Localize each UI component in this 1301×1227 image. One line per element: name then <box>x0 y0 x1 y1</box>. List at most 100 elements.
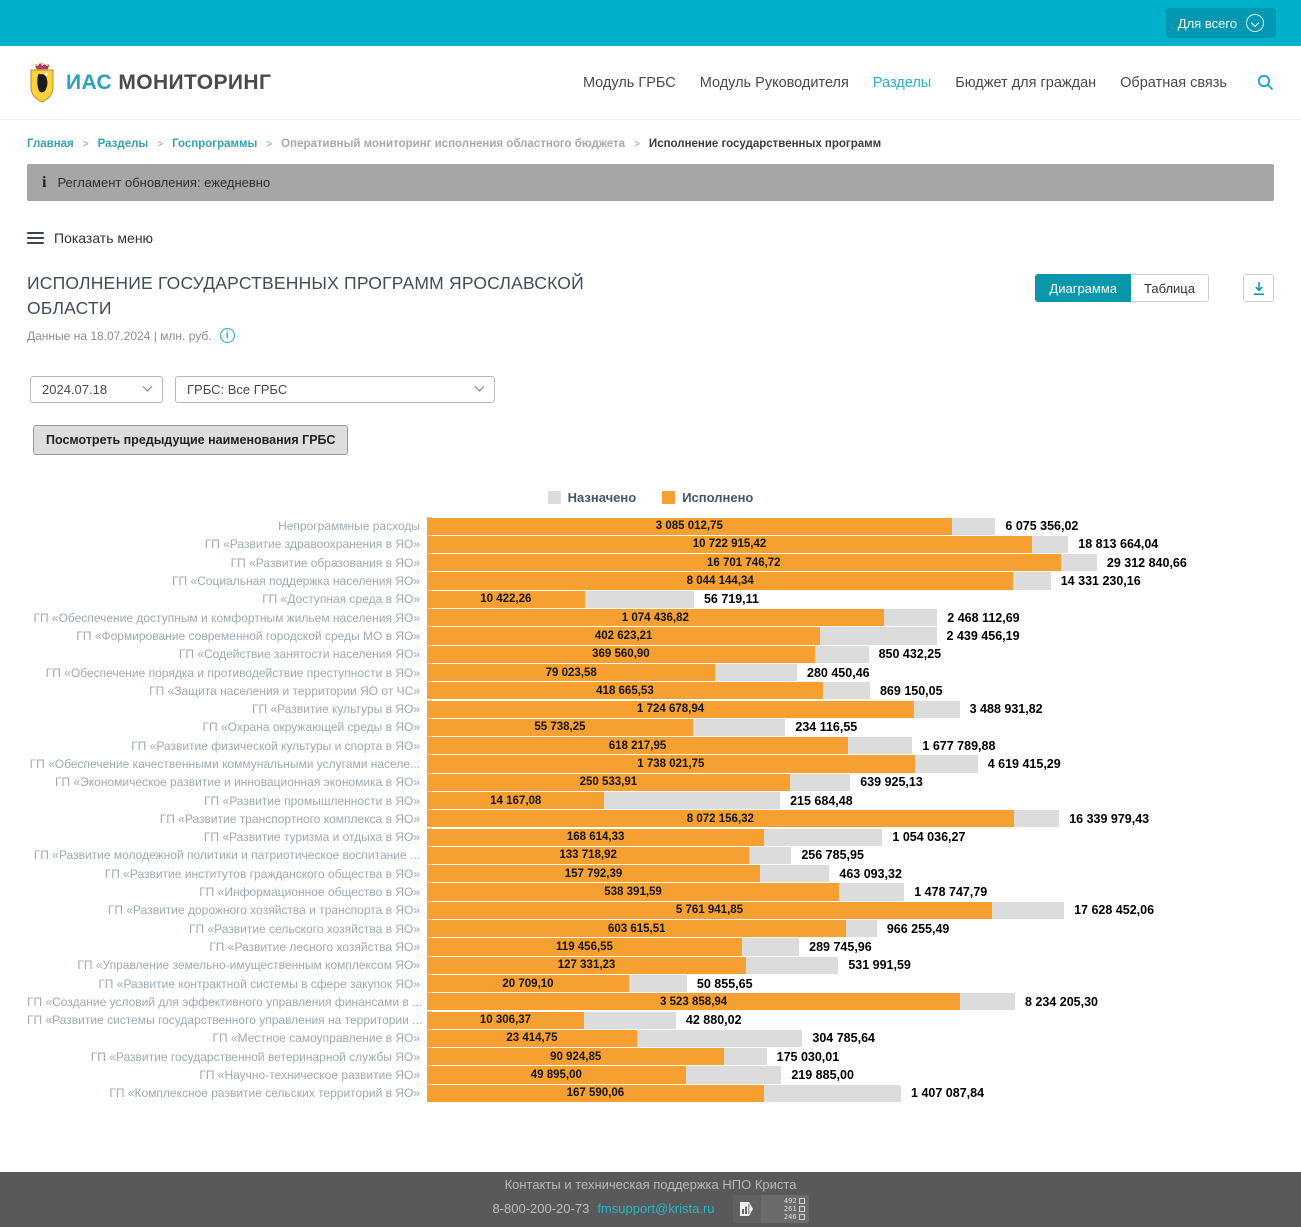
executed-bar[interactable] <box>427 865 760 883</box>
legend-item-executed[interactable]: Исполнено <box>662 490 753 505</box>
breadcrumb-operational-monitoring: Оперативный мониторинг исполнения област… <box>281 138 626 150</box>
show-menu-toggle[interactable]: Показать меню <box>27 230 153 246</box>
assigned-value-label: 280 450,46 <box>807 665 870 680</box>
executed-bar[interactable] <box>427 590 585 608</box>
chart-category-label: ГП «Развитие контрактной системы в сфере… <box>98 976 420 991</box>
executed-bar[interactable] <box>427 535 1033 554</box>
executed-bar[interactable] <box>427 792 605 810</box>
executed-bar[interactable] <box>427 572 1014 590</box>
chart-bars: 402 623,21 2 439 456,19 <box>427 626 1274 645</box>
assigned-value-label: 3 488 931,82 <box>969 702 1043 717</box>
executed-bar[interactable] <box>427 773 790 791</box>
previous-grbs-names-button[interactable]: Посмотреть предыдущие наименования ГРБС <box>33 425 349 455</box>
info-tooltip-icon[interactable]: i <box>219 328 235 343</box>
executed-value-label: 618 217,95 <box>608 739 667 752</box>
executed-bar[interactable] <box>427 517 952 535</box>
legend-label: Исполнено <box>682 490 754 505</box>
chart-category-label: ГП «Социальная поддержка населения ЯО» <box>171 574 420 589</box>
chart-category-label: ГП «Обеспечение доступным и комфортным ж… <box>33 610 420 625</box>
legend-swatch-icon <box>662 491 676 504</box>
subtitle-row: Данные на 18.07.2024 | млн. руб. i <box>27 328 607 343</box>
grbs-select-value: ГРБС: Все ГРБС <box>187 382 288 397</box>
executed-bar[interactable] <box>427 663 716 682</box>
executed-bar[interactable] <box>427 1084 764 1102</box>
executed-bar[interactable] <box>427 974 629 993</box>
chevron-down-icon <box>142 381 153 392</box>
executed-bar[interactable] <box>427 938 742 956</box>
footer-email-link[interactable]: fmsupport@krista.ru <box>597 1201 715 1216</box>
diagram-view-button[interactable]: Диаграмма <box>1035 274 1132 302</box>
breadcrumb-home[interactable]: Главная <box>27 138 74 150</box>
chart-row: ГП «Развитие институтов гражданского общ… <box>27 864 1274 883</box>
chevron-down-circle-icon <box>1246 14 1264 32</box>
executed-bar[interactable] <box>427 883 840 901</box>
executed-bar[interactable] <box>427 901 992 919</box>
chart-bars: 133 718,92 256 785,95 <box>427 845 1274 865</box>
nav-item-citizen-budget[interactable]: Бюджет для граждан <box>955 74 1097 91</box>
breadcrumb-current-page: Исполнение государственных программ <box>648 138 882 150</box>
hamburger-icon <box>27 231 44 245</box>
chart-bars: 157 792,39 463 093,32 <box>427 864 1274 883</box>
executed-bar[interactable] <box>427 1066 686 1084</box>
executed-bar[interactable] <box>427 645 815 663</box>
counter-value-1: 492 <box>783 1196 797 1205</box>
legend-item-assigned[interactable]: Назначено <box>547 490 636 505</box>
nav-item-feedback[interactable]: Обратная связь <box>1120 74 1227 91</box>
executed-bar[interactable] <box>427 1011 584 1029</box>
assigned-value-label: 531 991,59 <box>848 958 911 973</box>
nav-item-sections[interactable]: Разделы <box>872 74 932 91</box>
executed-value-label: 49 895,00 <box>530 1069 582 1082</box>
chart-bars: 618 217,95 1 677 789,88 <box>427 736 1274 755</box>
assigned-value-label: 4 619 415,29 <box>987 757 1061 771</box>
executed-bar[interactable] <box>427 682 823 700</box>
assigned-value-label: 639 925,13 <box>860 775 923 790</box>
download-button[interactable] <box>1243 274 1274 302</box>
legend-swatch-icon <box>547 491 561 504</box>
chevron-down-icon <box>474 381 485 392</box>
executed-value-label: 133 718,92 <box>559 849 617 862</box>
chart-category-label: ГП «Развитие культуры в ЯО» <box>251 702 420 717</box>
grbs-select[interactable]: ГРБС: Все ГРБС <box>175 376 495 403</box>
executed-bar[interactable] <box>427 828 765 846</box>
nav-item-module-manager[interactable]: Модуль Руководителя <box>699 74 849 91</box>
executed-bar[interactable] <box>427 700 915 718</box>
assigned-value-label: 18 813 664,04 <box>1078 537 1159 552</box>
breadcrumb-sections[interactable]: Разделы <box>97 138 149 150</box>
date-select[interactable]: 2024.07.18 <box>30 376 163 403</box>
chart-bars: 127 331,23 531 991,59 <box>427 955 1274 974</box>
executed-value-label: 3 523 858,94 <box>660 995 728 1008</box>
executed-bar[interactable] <box>427 755 915 773</box>
accessibility-menu-button[interactable]: Для всего <box>1165 8 1276 38</box>
executed-bar[interactable] <box>427 737 849 755</box>
search-button[interactable] <box>1257 74 1274 91</box>
executed-bar[interactable] <box>427 920 847 938</box>
chart-row: ГП «Развитие молодежной политики и патри… <box>27 845 1274 865</box>
executed-bar[interactable] <box>427 1029 637 1048</box>
table-view-button[interactable]: Таблица <box>1131 274 1209 302</box>
chart-bars: 8 072 156,32 16 339 979,43 <box>427 809 1274 828</box>
breadcrumb-gosprograms[interactable]: Госпрограммы <box>172 138 258 150</box>
executed-bar[interactable] <box>427 1048 725 1066</box>
data-date-subtitle: Данные на 18.07.2024 | млн. руб. <box>27 328 212 343</box>
executed-bar[interactable] <box>427 810 1014 828</box>
assigned-value-label: 50 855,65 <box>696 976 753 991</box>
nav-item-module-grbs[interactable]: Модуль ГРБС <box>582 74 676 91</box>
chart-bars: 167 590,06 1 407 087,84 <box>427 1083 1274 1102</box>
logo[interactable]: ИАС МОНИТОРИНГ <box>27 61 271 104</box>
chart-category-label: ГП «Развитие институтов гражданского общ… <box>104 866 420 881</box>
chart-row: ГП «Обеспечение порядка и противодействи… <box>27 662 1274 682</box>
executed-bar[interactable] <box>427 956 747 974</box>
chart-category-label: ГП «Экономическое развитие и инновационн… <box>55 775 420 790</box>
chart-category-label: ГП «Научно-техническое развитие ЯО» <box>199 1068 420 1083</box>
executed-bar[interactable] <box>427 627 821 645</box>
executed-bar[interactable] <box>427 993 961 1011</box>
chart-category-label: ГП «Формирование современной городской с… <box>76 628 420 643</box>
executed-bar[interactable] <box>427 609 884 627</box>
executed-bar[interactable] <box>427 554 1061 572</box>
chart-bars: 20 709,10 50 855,65 <box>427 973 1274 993</box>
chart-row: ГП «Развитие сельского хозяйства в ЯО» 60… <box>27 919 1274 938</box>
executed-bar[interactable] <box>427 718 693 736</box>
assigned-value-label: 1 677 789,88 <box>922 738 996 753</box>
executed-bar[interactable] <box>427 846 750 865</box>
visit-counter-badge[interactable]: 492 261 246 <box>732 1194 809 1223</box>
